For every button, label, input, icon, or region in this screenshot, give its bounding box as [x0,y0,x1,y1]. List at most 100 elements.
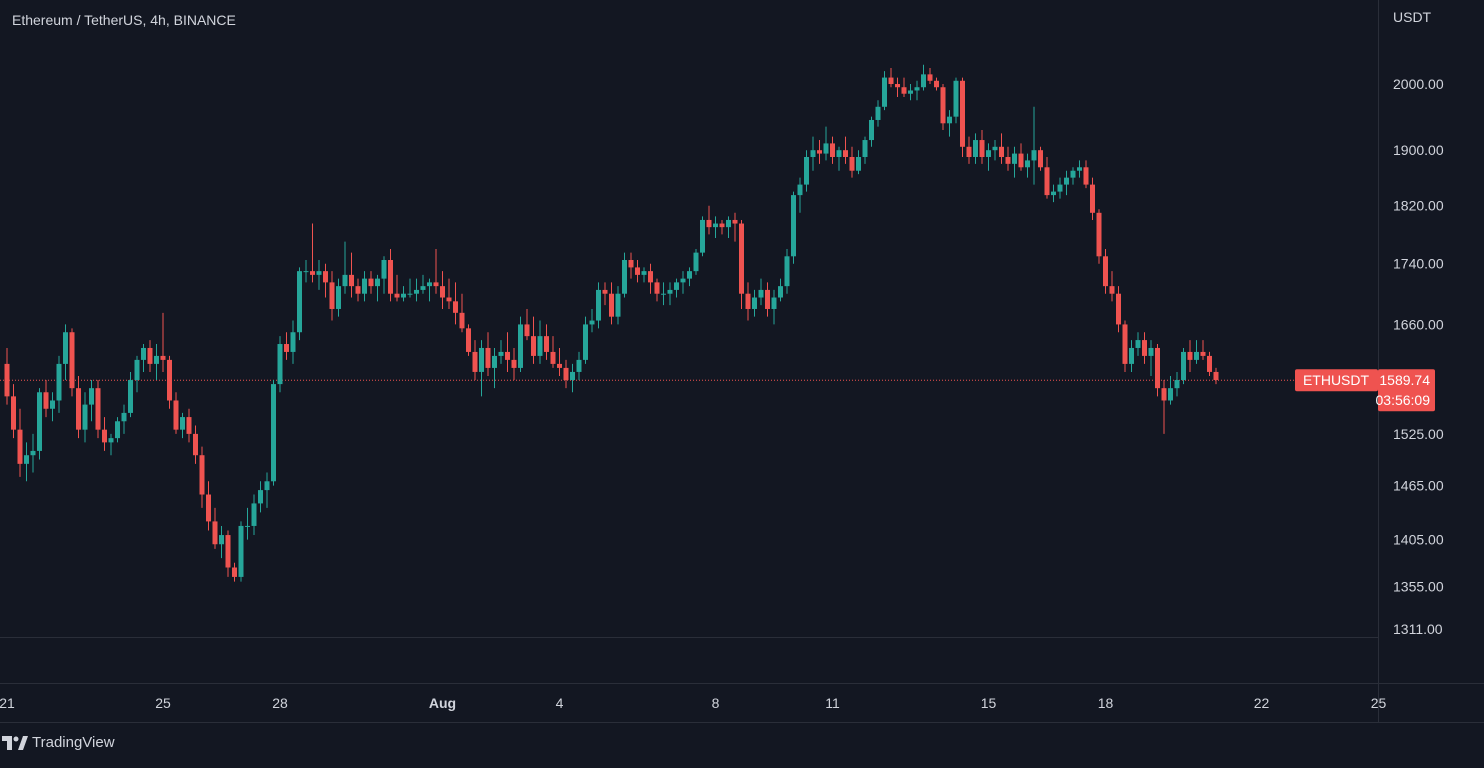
candle-body [24,455,29,464]
candle-body [193,433,198,456]
candle [661,282,666,306]
candle [440,271,445,309]
candle [921,64,926,91]
candle [186,408,192,443]
candle [180,412,185,439]
candle-body [1135,340,1141,348]
candle-body [37,392,42,451]
candle [206,481,211,531]
candle-body [908,90,913,94]
candle-body [76,388,81,430]
candle-body [875,106,881,120]
candle-body [147,347,153,364]
candle-body [557,363,562,368]
candle-body [238,525,244,577]
candle-body [316,271,322,275]
x-axis[interactable]: 21 25 28 Aug 4 8 11 15 18 22 25 [0,695,1386,711]
candle [154,344,159,381]
candle-body [693,252,699,272]
candle [1025,153,1030,178]
candle-body [95,388,101,430]
candle-body [518,324,523,368]
candle [128,371,133,418]
candle-body [258,490,263,504]
tradingview-logo[interactable]: TradingView [2,734,115,751]
candle [687,267,692,287]
candle [1038,146,1043,171]
candle [622,252,627,298]
candle [511,347,517,381]
candle [336,278,341,317]
price-tag-bg [1378,369,1435,412]
candle [537,320,543,364]
candle [1129,340,1134,372]
candle [518,316,523,372]
candle-body [615,293,621,317]
candle [667,282,673,306]
candle-body [888,77,894,84]
candle-body [43,392,49,409]
candle-body [433,282,439,287]
candle-body [648,271,653,283]
candle-body [154,355,159,364]
candle-body [752,297,757,309]
candle [726,216,731,239]
x-tick-label: 25 [1371,695,1387,711]
candle [700,216,705,257]
y-axis-currency: USDT [1393,9,1432,25]
candle-body [745,293,751,309]
candle-body [849,156,855,171]
candle [1064,170,1069,196]
candle [388,248,393,302]
candle [1018,143,1024,171]
y-tick-label: 1660.00 [1393,316,1444,332]
candle [147,340,153,372]
candle [17,408,23,477]
candle-body [219,535,224,545]
candle-body [1038,150,1043,168]
candle-body [440,286,445,298]
candle [420,274,426,294]
candle [1142,332,1147,364]
candle [823,126,829,161]
candle [1148,340,1154,376]
candle [199,446,205,508]
candle-body [1064,177,1069,185]
candle [362,271,367,302]
candle [258,481,263,513]
candle [791,191,796,264]
candle [232,562,237,582]
candle-body [375,278,380,287]
candle-body [303,271,309,273]
candle [173,392,179,434]
candle [498,340,504,364]
candle [771,289,777,325]
candle-body [264,481,270,491]
candle [1031,106,1037,185]
candle [1096,209,1102,264]
candle-body [134,359,140,381]
candle-body [596,289,601,321]
candle-body [128,380,133,413]
candle-body [810,150,816,157]
candle-body [284,344,289,352]
candle [446,278,452,309]
candle [277,336,283,393]
candle [1109,271,1115,302]
candle [11,384,16,439]
y-axis[interactable]: 2000.00 1900.00 1820.00 1740.00 1660.00 1525.… [1393,76,1444,637]
candle-body [1161,388,1167,401]
candle [739,219,744,309]
candle-body [921,74,926,88]
candle-body [82,404,88,430]
candle [986,143,991,171]
candle [966,136,972,164]
candle-body [1142,340,1147,356]
candle-body [713,223,718,228]
candle [56,355,62,413]
candle-body [479,347,484,372]
candle [849,146,855,178]
candle [531,316,536,364]
candle-body [901,87,907,94]
